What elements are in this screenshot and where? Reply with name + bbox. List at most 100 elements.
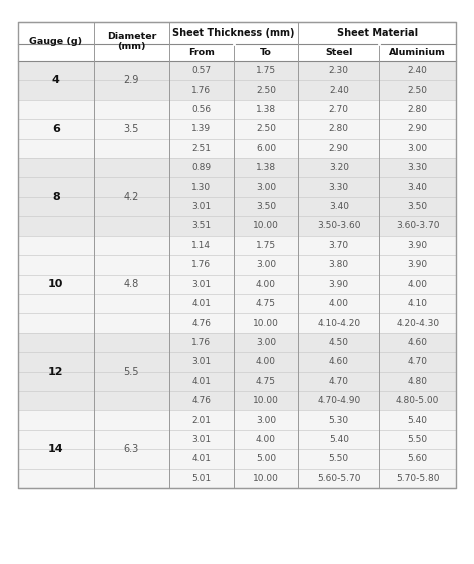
Text: 4.60: 4.60 [408, 338, 428, 347]
Text: Aluminium: Aluminium [389, 48, 446, 57]
Text: 10: 10 [48, 279, 64, 289]
Text: 5.50: 5.50 [329, 455, 349, 464]
Text: 1.75: 1.75 [256, 241, 276, 250]
Text: 3.00: 3.00 [256, 261, 276, 269]
Text: 1.75: 1.75 [256, 66, 276, 75]
Text: From: From [188, 48, 215, 57]
Bar [18, 333, 456, 411]
Text: 4.76: 4.76 [191, 319, 211, 328]
Bar [18, 22, 456, 488]
Text: 2.40: 2.40 [408, 66, 428, 75]
Text: 5.01: 5.01 [191, 474, 211, 483]
Text: 4.76: 4.76 [191, 396, 211, 405]
Text: 4.70: 4.70 [329, 377, 349, 386]
Text: 4.2: 4.2 [124, 192, 139, 202]
Text: 6.00: 6.00 [256, 144, 276, 153]
Text: 1.38: 1.38 [256, 105, 276, 114]
Text: 3.50: 3.50 [408, 202, 428, 211]
Text: 4.00: 4.00 [329, 299, 349, 308]
Text: 3.90: 3.90 [408, 261, 428, 269]
Text: 2.90: 2.90 [408, 125, 428, 134]
Text: 3.40: 3.40 [408, 183, 428, 192]
Text: 1.38: 1.38 [256, 163, 276, 172]
Text: 4.10-4.20: 4.10-4.20 [317, 319, 360, 328]
Text: 4.75: 4.75 [256, 299, 276, 308]
Text: 0.56: 0.56 [191, 105, 211, 114]
Text: 6: 6 [52, 124, 60, 134]
Text: 0.89: 0.89 [191, 163, 211, 172]
Text: 3.20: 3.20 [329, 163, 349, 172]
Text: Sheet Material: Sheet Material [337, 28, 418, 38]
Text: 3.01: 3.01 [191, 358, 211, 367]
Text: 3.01: 3.01 [191, 280, 211, 289]
Text: 2.50: 2.50 [256, 125, 276, 134]
Text: 3.01: 3.01 [191, 435, 211, 444]
Text: 2.80: 2.80 [408, 105, 428, 114]
Text: 2.30: 2.30 [329, 66, 349, 75]
Text: 2.90: 2.90 [329, 144, 349, 153]
Text: 3.50: 3.50 [256, 202, 276, 211]
Text: 3.60-3.70: 3.60-3.70 [396, 222, 439, 231]
Text: 5.30: 5.30 [329, 416, 349, 425]
Bar [18, 411, 456, 488]
Text: 4.20-4.30: 4.20-4.30 [396, 319, 439, 328]
Text: 3.30: 3.30 [329, 183, 349, 192]
Text: 4.10: 4.10 [408, 299, 428, 308]
Text: 2.50: 2.50 [408, 86, 428, 95]
Text: 10.00: 10.00 [253, 396, 279, 405]
Text: 3.40: 3.40 [329, 202, 349, 211]
Text: 10.00: 10.00 [253, 319, 279, 328]
Text: 3.30: 3.30 [408, 163, 428, 172]
Text: 1.14: 1.14 [191, 241, 211, 250]
Text: 5.00: 5.00 [256, 455, 276, 464]
Bar [18, 236, 456, 333]
Text: 2.51: 2.51 [191, 144, 211, 153]
Text: 4.80-5.00: 4.80-5.00 [396, 396, 439, 405]
Text: 0.57: 0.57 [191, 66, 211, 75]
Bar [18, 158, 456, 236]
Text: 3.00: 3.00 [256, 416, 276, 425]
Text: 3.70: 3.70 [329, 241, 349, 250]
Text: 5.60-5.70: 5.60-5.70 [317, 474, 361, 483]
Text: 3.5: 3.5 [124, 124, 139, 134]
Text: Diameter
(mm): Diameter (mm) [107, 32, 156, 51]
Text: 4.00: 4.00 [256, 358, 276, 367]
Text: 3.01: 3.01 [191, 202, 211, 211]
Text: 5.40: 5.40 [329, 435, 349, 444]
Text: 2.9: 2.9 [124, 76, 139, 85]
Text: 10.00: 10.00 [253, 474, 279, 483]
Text: 5.70-5.80: 5.70-5.80 [396, 474, 439, 483]
Text: 4.00: 4.00 [256, 435, 276, 444]
Text: Gauge (g): Gauge (g) [29, 37, 82, 46]
Text: 4.01: 4.01 [191, 377, 211, 386]
Text: 4.01: 4.01 [191, 455, 211, 464]
Text: 3.00: 3.00 [408, 144, 428, 153]
Text: 4.70-4.90: 4.70-4.90 [317, 396, 360, 405]
Text: 3.90: 3.90 [329, 280, 349, 289]
Text: 3.00: 3.00 [256, 338, 276, 347]
Text: 1.76: 1.76 [191, 261, 211, 269]
Text: 5.5: 5.5 [124, 367, 139, 377]
Text: 4: 4 [52, 76, 60, 85]
Text: 10.00: 10.00 [253, 222, 279, 231]
Text: 4.80: 4.80 [408, 377, 428, 386]
Text: 5.40: 5.40 [408, 416, 428, 425]
Text: Sheet Thickness (mm): Sheet Thickness (mm) [173, 28, 295, 38]
Text: 4.70: 4.70 [408, 358, 428, 367]
Text: 4.8: 4.8 [124, 279, 139, 289]
Text: 2.80: 2.80 [329, 125, 349, 134]
Text: 3.00: 3.00 [256, 183, 276, 192]
Text: 4.01: 4.01 [191, 299, 211, 308]
Text: 1.76: 1.76 [191, 86, 211, 95]
Text: 2.01: 2.01 [191, 416, 211, 425]
Text: 3.50-3.60: 3.50-3.60 [317, 222, 361, 231]
Text: 1.30: 1.30 [191, 183, 211, 192]
Text: 2.50: 2.50 [256, 86, 276, 95]
Text: 4.75: 4.75 [256, 377, 276, 386]
Text: 4.50: 4.50 [329, 338, 349, 347]
Text: 3.51: 3.51 [191, 222, 211, 231]
Text: Steel: Steel [325, 48, 353, 57]
Text: 2.40: 2.40 [329, 86, 349, 95]
Text: 3.90: 3.90 [408, 241, 428, 250]
Text: 12: 12 [48, 367, 64, 377]
